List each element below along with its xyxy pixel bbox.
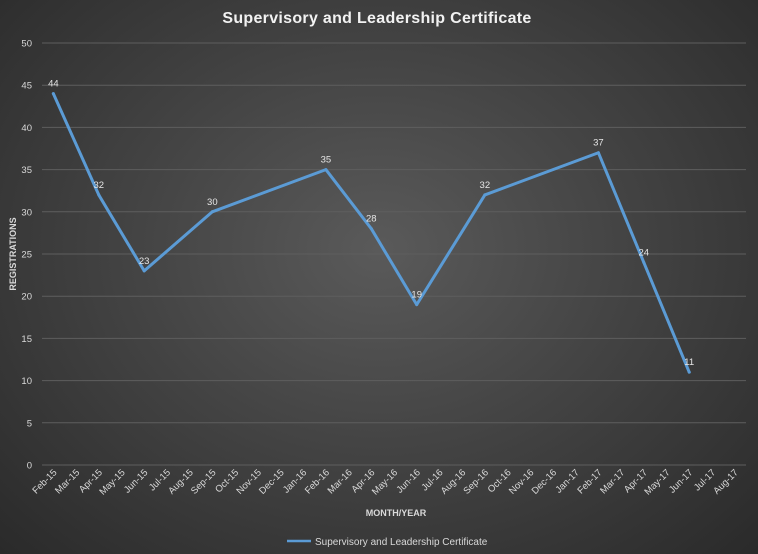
legend: Supervisory and Leadership Certificate	[287, 537, 488, 548]
x-tick-label: Jun-15	[122, 467, 150, 495]
x-tick-label: Mar-17	[598, 467, 627, 496]
data-label: 24	[639, 247, 650, 258]
data-label: 32	[93, 180, 104, 191]
data-label: 30	[207, 197, 218, 208]
y-tick-label: 20	[21, 292, 32, 303]
legend-label: Supervisory and Leadership Certificate	[315, 537, 488, 548]
x-tick-label: Aug-17	[711, 467, 740, 496]
chart-title: Supervisory and Leadership Certificate	[222, 10, 531, 27]
data-label: 11	[684, 357, 694, 368]
x-tick-label: Mar-15	[53, 467, 82, 496]
y-axis-ticks: 0 5 10 15 20 25 30 35 40 45 50	[21, 39, 32, 472]
x-tick-label: Dec-15	[257, 467, 286, 496]
x-tick-label: Feb-17	[575, 467, 604, 496]
x-tick-label: Feb-16	[303, 467, 332, 496]
x-tick-label: May-15	[97, 467, 127, 497]
y-tick-label: 45	[21, 81, 32, 92]
x-tick-label: Sep-16	[462, 467, 491, 496]
y-axis-title: REGISTRATIONS	[8, 217, 18, 290]
data-point	[142, 269, 146, 273]
series-layer	[51, 92, 691, 374]
data-point	[687, 370, 691, 374]
data-label: 37	[593, 138, 604, 149]
x-tick-label: Dec-16	[530, 467, 559, 496]
y-tick-label: 10	[21, 376, 32, 387]
data-point	[642, 260, 646, 264]
data-label: 19	[411, 290, 422, 301]
data-point	[210, 210, 214, 214]
x-tick-label: May-16	[370, 467, 400, 497]
y-tick-label: 40	[21, 123, 32, 134]
data-point	[369, 227, 373, 231]
data-label: 32	[480, 180, 491, 191]
y-tick-label: 35	[21, 165, 32, 176]
data-point	[483, 193, 487, 197]
x-tick-label: Feb-15	[30, 467, 59, 496]
data-point	[596, 151, 600, 155]
data-label: 44	[48, 79, 59, 90]
data-label: 23	[139, 256, 150, 267]
y-tick-label: 50	[21, 39, 32, 50]
x-tick-label: Mar-16	[326, 467, 355, 496]
y-tick-label: 25	[21, 250, 32, 261]
x-tick-label: Jun-17	[667, 467, 695, 495]
data-point	[97, 193, 101, 197]
data-labels: 44 32 23 30 35 28 19 32 37 24 11	[48, 79, 694, 369]
y-tick-label: 30	[21, 207, 32, 218]
series-line-0	[51, 92, 691, 374]
data-label: 28	[366, 214, 377, 225]
y-tick-label: 5	[27, 418, 32, 429]
x-tick-label: May-17	[642, 467, 672, 497]
data-label: 35	[321, 155, 332, 166]
x-tick-label: Jun-16	[395, 467, 423, 495]
y-tick-label: 15	[21, 334, 32, 345]
x-axis-ticks: Feb-15Mar-15Apr-15May-15Jun-15Jul-15Aug-…	[30, 467, 740, 497]
gridlines	[42, 42, 746, 466]
data-point	[415, 303, 419, 307]
x-tick-label: Sep-15	[189, 467, 218, 496]
data-point	[324, 168, 328, 172]
y-tick-label: 0	[27, 461, 32, 472]
data-point	[51, 92, 55, 96]
x-axis-title: MONTH/YEAR	[366, 508, 427, 518]
